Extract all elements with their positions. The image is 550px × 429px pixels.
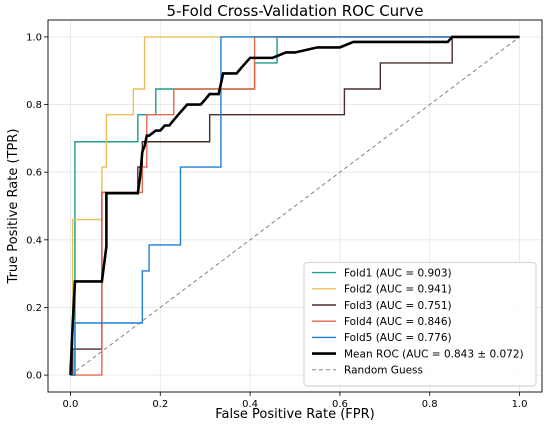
series-line-fold1: [70, 36, 520, 376]
grid: [48, 20, 542, 392]
legend-label: Fold2 (AUC = 0.941): [344, 284, 452, 296]
legend: Fold1 (AUC = 0.903) Fold2 (AUC = 0.941) Fo…: [303, 262, 537, 387]
legend-label: Fold1 (AUC = 0.903): [344, 267, 452, 279]
y-tick-label: 1.0: [26, 32, 42, 43]
legend-label: Random Guess: [344, 365, 423, 377]
y-axis-ticks: 0.0 0.2 0.4 0.6 0.8 1.0: [26, 32, 48, 382]
legend-label: Fold5 (AUC = 0.776): [344, 332, 452, 344]
x-tick-label: 0.8: [422, 399, 438, 410]
x-tick-label: 0.2: [152, 399, 168, 410]
x-tick-label: 0.4: [242, 399, 258, 410]
series-line-random-guess: [70, 36, 520, 376]
legend-box: [303, 262, 537, 387]
legend-label: Mean ROC (AUC = 0.843 ± 0.072): [344, 348, 524, 360]
x-tick-label: 0.0: [63, 399, 79, 410]
x-axis-ticks: 0.0 0.2 0.4 0.6 0.8 1.0: [63, 392, 528, 410]
series-line-mean-roc: [69, 35, 520, 376]
series-line-fold4: [70, 36, 520, 376]
chart-title: 5-Fold Cross-Validation ROC Curve: [167, 2, 424, 20]
y-tick-label: 0.2: [26, 303, 42, 314]
series-line-fold2: [70, 36, 520, 376]
y-tick-label: 0.0: [26, 371, 42, 382]
plot-frame: [47, 19, 543, 393]
y-axis-label: True Positive Rate (TPR): [6, 129, 21, 285]
x-axis-label: False Positive Rate (FPR): [215, 407, 374, 422]
x-tick-label: 0.6: [332, 399, 348, 410]
series-line-fold5: [70, 36, 520, 376]
y-tick-label: 0.4: [26, 235, 42, 246]
legend-label: Fold3 (AUC = 0.751): [344, 300, 452, 312]
series-group: [69, 35, 520, 376]
legend-label: Fold4 (AUC = 0.846): [344, 316, 452, 328]
y-tick-label: 0.6: [26, 168, 42, 179]
random-guess-line: [70, 36, 520, 376]
y-tick-label: 0.8: [26, 100, 42, 111]
x-tick-label: 1.0: [512, 399, 528, 410]
